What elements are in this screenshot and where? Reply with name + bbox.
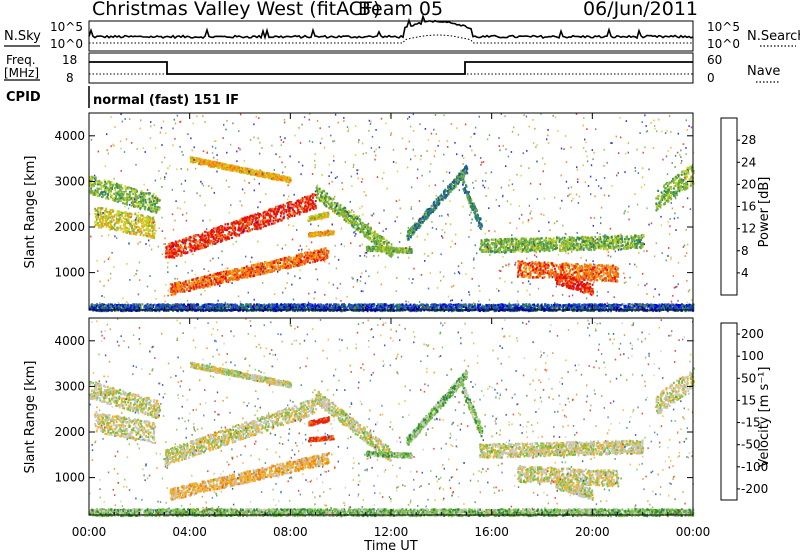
power-colorbar-label: Power [dB] (757, 177, 772, 248)
colorbar-tick-label: 50 (741, 371, 756, 385)
time-tick-label: 08:00 (273, 525, 308, 539)
cpid-value: normal (fast) 151 IF (93, 93, 239, 108)
cpid-panel: CPID normal (fast) 151 IF (6, 86, 239, 108)
freq-tick-18: 18 (62, 53, 77, 67)
noise-panel: N.Sky 10^5 10^0 10^5 10^0 N.Search (4, 17, 800, 52)
time-tick-label: 04:00 (172, 525, 207, 539)
colorbar-tick-label: 8 (741, 244, 749, 258)
range-tick-label: 4000 (54, 129, 85, 143)
colorbar-tick-label: 16 (741, 200, 756, 214)
station-title: Christmas Valley West (fitACF) (92, 0, 380, 20)
range-tick-label: 3000 (54, 174, 85, 188)
noise-tick-top-right: 10^5 (707, 20, 740, 34)
freq-tick-8: 8 (66, 71, 74, 85)
power-ylabel: Slant Range [km] (23, 156, 38, 269)
velocity-colorbar-label: Velocity [m s⁻¹] (757, 367, 772, 468)
velocity-panel: 1000 2000 3000 4000 Slant Range [km] 200 100… (23, 318, 772, 517)
time-xlabel: Time UT (363, 539, 417, 554)
range-tick-label: 1000 (54, 471, 85, 485)
colorbar-tick-label: 15 (741, 393, 756, 407)
noise-tick-top-left: 10^5 (50, 20, 83, 34)
noise-tick-bottom-right: 10^0 (707, 37, 740, 51)
freq-label-line1: Freq. (6, 53, 36, 67)
colorbar-tick-label: 20 (741, 177, 756, 191)
range-tick-label: 3000 (54, 379, 85, 393)
velocity-ylabel: Slant Range [km] (23, 361, 38, 474)
nave-tick-60: 60 (707, 53, 722, 67)
colorbar-tick-label: 12 (741, 222, 756, 236)
nsearch-label: N.Search (747, 29, 800, 44)
beam-title: Beam 05 (358, 0, 443, 20)
colorbar-tick-label: 4 (741, 266, 749, 280)
time-tick-label: 00:00 (72, 525, 107, 539)
range-tick-label: 4000 (54, 334, 85, 348)
nsky-label: N.Sky (4, 29, 41, 44)
radar-summary-plot: Christmas Valley West (fitACF) Beam 05 0… (0, 0, 800, 554)
time-tick-label: 12:00 (374, 525, 409, 539)
cpid-label: CPID (6, 90, 41, 105)
time-tick-label: 00:00 (676, 525, 711, 539)
frequency-series (89, 62, 693, 74)
power-heatmap-data (89, 113, 695, 312)
freq-panel: Freq. [MHz] 18 8 60 0 Nave (4, 53, 780, 85)
colorbar-tick-label: 28 (741, 133, 756, 147)
range-tick-label: 2000 (54, 220, 85, 234)
noise-tick-bottom-left: 10^0 (50, 37, 83, 51)
nave-label: Nave (747, 64, 780, 79)
colorbar-tick-label: -200 (741, 482, 768, 496)
range-tick-label: 2000 (54, 425, 85, 439)
colorbar-tick-label: 24 (741, 155, 756, 169)
colorbar-tick-label: 100 (741, 349, 764, 363)
date-title: 06/Jun/2011 (583, 0, 698, 20)
time-tick-label: 16:00 (474, 525, 509, 539)
time-tick-label: 20:00 (575, 525, 610, 539)
nave-tick-0: 0 (707, 71, 715, 85)
colorbar-tick-label: 200 (741, 327, 764, 341)
velocity-heatmap-data (89, 318, 695, 517)
power-colorbar: 4 8 12 16 20 24 28 (721, 118, 756, 295)
range-tick-label: 1000 (54, 266, 85, 280)
freq-label-line2: [MHz] (4, 66, 39, 80)
power-panel: 1000 2000 3000 4000 Slant Range [km] 4 8 12 16… (23, 113, 772, 312)
